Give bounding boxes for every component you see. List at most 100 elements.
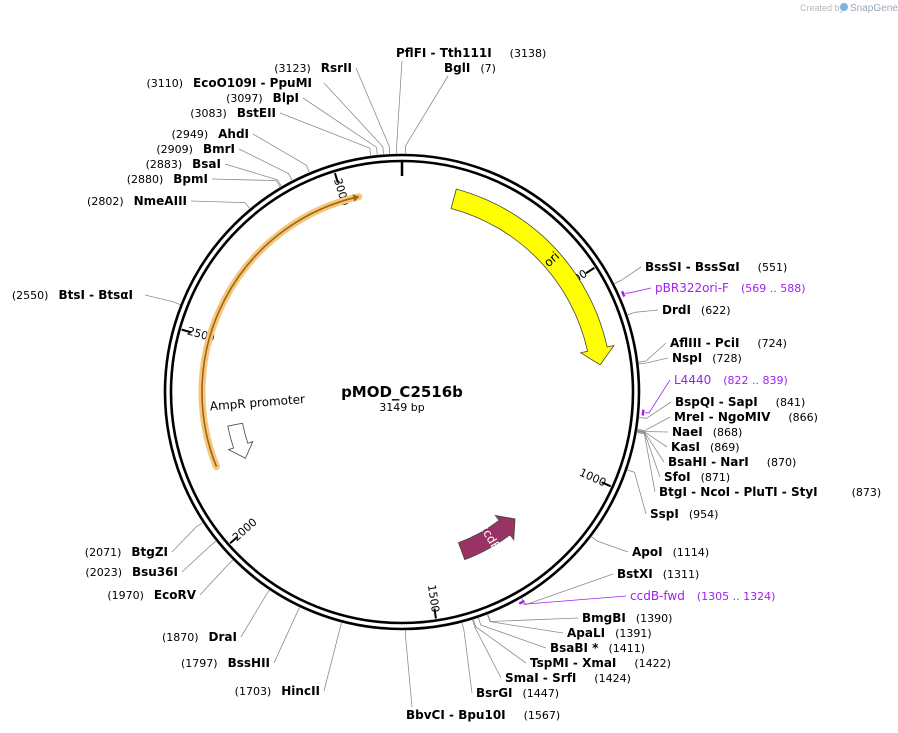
site-name[interactable]: MreI - NgoMIV	[674, 410, 771, 424]
site-name[interactable]: KasI	[671, 440, 700, 454]
site-name[interactable]: BbvCI - Bpu10I	[406, 708, 506, 722]
site-drdi[interactable]: DrdI (622)	[662, 303, 731, 317]
site-name[interactable]: SspI	[650, 507, 679, 521]
primer-label[interactable]: ccdB-fwd (1305 .. 1324)	[630, 589, 775, 603]
site-enzyme: SfoI	[664, 470, 691, 484]
site-name[interactable]: AhdI	[218, 127, 249, 141]
site-name[interactable]: DraI	[209, 630, 237, 644]
site-name[interactable]: NaeI	[672, 425, 703, 439]
site-bbvci[interactable]: BbvCI - Bpu10I (1567)	[406, 708, 560, 722]
site-name[interactable]: BpmI	[173, 172, 208, 186]
site-bgli[interactable]: BglI (7)	[444, 61, 496, 75]
tick-mark	[333, 172, 339, 183]
site-name[interactable]: BssHII	[228, 656, 270, 670]
primer-pbr322ori-f[interactable]: pBR322ori-F (569 .. 588)	[620, 281, 806, 298]
site-name[interactable]: BtsI - BtsαI	[58, 288, 133, 302]
site-bspqi[interactable]: BspQI - SapI (841)	[675, 395, 805, 409]
site-bsteii[interactable]: BstEII (3083)	[190, 106, 276, 120]
site-name[interactable]: AflIII - PciI	[670, 336, 739, 350]
site-name[interactable]: BtgI - NcoI - PluTI - StyI	[659, 485, 818, 499]
site-name[interactable]: BsaHI - NarI	[668, 455, 749, 469]
site-sspi[interactable]: SspI (954)	[650, 507, 718, 521]
feature-arrow[interactable]	[450, 188, 615, 366]
site-name[interactable]: SfoI	[664, 470, 691, 484]
site-bsahi[interactable]: BsaHI - NarI (870)	[668, 455, 796, 469]
site-bpmi[interactable]: BpmI (2880)	[127, 172, 208, 186]
features[interactable]: ori ccdB AmpR promoter	[198, 188, 615, 561]
primer-label[interactable]: L4440 (822 .. 839)	[674, 373, 788, 387]
site-name[interactable]: BlpI	[273, 91, 299, 105]
site-name[interactable]: NmeAIII	[134, 194, 187, 208]
site-btgi[interactable]: BtgI - NcoI - PluTI - StyI (873)	[659, 485, 881, 499]
site-name[interactable]: BspQI - SapI	[675, 395, 758, 409]
site-ecorv[interactable]: EcoRV (1970)	[107, 588, 196, 602]
site-naei[interactable]: NaeI (868)	[672, 425, 742, 439]
site-drai[interactable]: DraI (1870)	[162, 630, 237, 644]
site-btsi[interactable]: BtsI - BtsαI (2550)	[12, 288, 133, 302]
site-name[interactable]: EcoO109I - PpuMI	[193, 76, 312, 90]
site-bsrgi[interactable]: BsrGI (1447)	[476, 686, 559, 700]
site-name[interactable]: BmrI	[203, 142, 235, 156]
site-name[interactable]: BssSI - BssSαI	[645, 260, 740, 274]
primers[interactable]: pBR322ori-F (569 .. 588) L4440 (822 .. 839)…	[518, 281, 806, 605]
site-blpi[interactable]: BlpI (3097)	[226, 91, 299, 105]
site-leader-line	[638, 342, 667, 363]
site-separator: -	[539, 671, 552, 685]
site-bsssi[interactable]: BssSI - BssSαI (551)	[645, 260, 787, 274]
site-sfoi[interactable]: SfoI (871)	[664, 470, 730, 484]
feature-ampr-promoter[interactable]: AmpR promoter	[209, 392, 306, 459]
site-bmri[interactable]: BmrI (2909)	[156, 142, 235, 156]
feature-ccdb[interactable]: ccdB	[457, 514, 516, 561]
site-leader-line	[636, 430, 665, 463]
site-ahdi[interactable]: AhdI (2949)	[172, 127, 249, 141]
site-name[interactable]: BstEII	[237, 106, 276, 120]
site-afliii[interactable]: AflIII - PciI (724)	[670, 336, 787, 350]
site-bmgbi[interactable]: BmgBI (1390)	[582, 611, 672, 625]
site-bstxi[interactable]: BstXI (1311)	[617, 567, 699, 581]
site-pflfi[interactable]: PflFI - Tth111I (3138)	[396, 46, 546, 60]
site-name[interactable]: BsaI	[192, 157, 221, 171]
site-bsai[interactable]: BsaI (2883)	[146, 157, 221, 171]
primer-label[interactable]: pBR322ori-F (569 .. 588)	[655, 281, 806, 295]
site-nmeaiii[interactable]: NmeAIII (2802)	[87, 194, 187, 208]
site-name[interactable]: DrdI	[662, 303, 691, 317]
site-btgzi[interactable]: BtgZI (2071)	[85, 545, 168, 559]
site-enzyme: BssHII	[228, 656, 270, 670]
site-name[interactable]: EcoRV	[154, 588, 197, 602]
site-name[interactable]: BmgBI	[582, 611, 626, 625]
site-hincii[interactable]: HincII (1703)	[235, 684, 320, 698]
site-name[interactable]: NspI	[672, 351, 702, 365]
site-kasi[interactable]: KasI (869)	[671, 440, 740, 454]
site-tspmi[interactable]: TspMI - XmaI (1422)	[530, 656, 671, 670]
site-name[interactable]: BstXI	[617, 567, 653, 581]
feature-arrow[interactable]	[227, 422, 254, 459]
site-bsshii[interactable]: BssHII (1797)	[181, 656, 270, 670]
site-smai[interactable]: SmaI - SrfI (1424)	[505, 671, 631, 685]
site-bsu36i[interactable]: Bsu36I (2023)	[85, 565, 178, 579]
site-name[interactable]: BsaBI *	[550, 641, 599, 655]
site-apoi[interactable]: ApoI (1114)	[632, 545, 709, 559]
site-name[interactable]: PflFI - Tth111I	[396, 46, 492, 60]
primer-l4440[interactable]: L4440 (822 .. 839)	[641, 373, 788, 416]
feature-arrow[interactable]	[457, 514, 516, 561]
site-rsrii[interactable]: RsrII (3123)	[274, 61, 352, 75]
site-name[interactable]: BglI	[444, 61, 470, 75]
site-leader-line	[461, 622, 473, 694]
site-name[interactable]: RsrII	[321, 61, 352, 75]
site-name[interactable]: ApoI	[632, 545, 663, 559]
site-name[interactable]: ApaLI	[567, 626, 605, 640]
site-name[interactable]: SmaI - SrfI	[505, 671, 576, 685]
site-name[interactable]: TspMI - XmaI	[530, 656, 616, 670]
site-name[interactable]: BsrGI	[476, 686, 513, 700]
site-ecoo109i[interactable]: EcoO109I - PpuMI (3110)	[146, 76, 312, 90]
feature-ori[interactable]: ori	[450, 188, 615, 366]
site-bsabi[interactable]: BsaBI * (1411)	[550, 641, 645, 655]
site-apali[interactable]: ApaLI (1391)	[567, 626, 652, 640]
restriction-sites[interactable]: PflFI - Tth111I (3138)BglI (7)RsrII(3123)E…	[12, 46, 881, 722]
site-name[interactable]: HincII	[281, 684, 320, 698]
site-mrei[interactable]: MreI - NgoMIV (866)	[674, 410, 818, 424]
primer-ccdb-fwd[interactable]: ccdB-fwd (1305 .. 1324)	[518, 589, 775, 605]
site-name[interactable]: Bsu36I	[132, 565, 178, 579]
site-nspi[interactable]: NspI (728)	[672, 351, 742, 365]
site-name[interactable]: BtgZI	[131, 545, 168, 559]
